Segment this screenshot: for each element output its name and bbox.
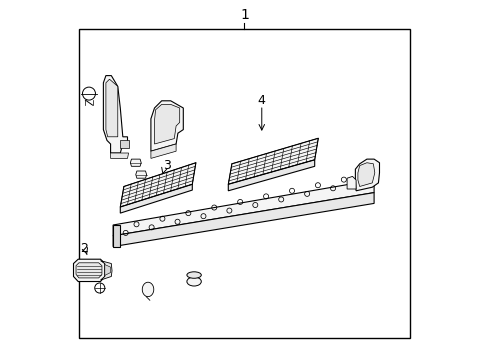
Polygon shape xyxy=(151,101,183,151)
Polygon shape xyxy=(228,138,318,184)
Text: 2: 2 xyxy=(80,242,88,255)
Polygon shape xyxy=(151,144,176,158)
Polygon shape xyxy=(136,171,146,178)
Polygon shape xyxy=(103,76,127,153)
Polygon shape xyxy=(120,140,128,148)
Text: 4: 4 xyxy=(257,94,265,107)
Ellipse shape xyxy=(186,272,201,278)
Polygon shape xyxy=(120,163,196,207)
Polygon shape xyxy=(130,159,141,166)
Ellipse shape xyxy=(186,277,201,286)
Polygon shape xyxy=(101,261,112,280)
Polygon shape xyxy=(113,193,373,247)
Polygon shape xyxy=(110,153,128,158)
Polygon shape xyxy=(355,159,379,191)
Bar xyxy=(79,29,409,338)
Text: 1: 1 xyxy=(240,8,248,22)
Polygon shape xyxy=(106,79,118,137)
Polygon shape xyxy=(154,104,179,144)
Text: 3: 3 xyxy=(163,159,171,172)
Polygon shape xyxy=(357,163,374,186)
Polygon shape xyxy=(142,282,153,297)
Polygon shape xyxy=(228,160,314,191)
Polygon shape xyxy=(104,265,110,275)
Polygon shape xyxy=(113,225,120,247)
Polygon shape xyxy=(346,176,355,189)
Polygon shape xyxy=(113,180,373,236)
Polygon shape xyxy=(120,184,192,213)
Polygon shape xyxy=(73,259,104,282)
Polygon shape xyxy=(76,263,102,278)
